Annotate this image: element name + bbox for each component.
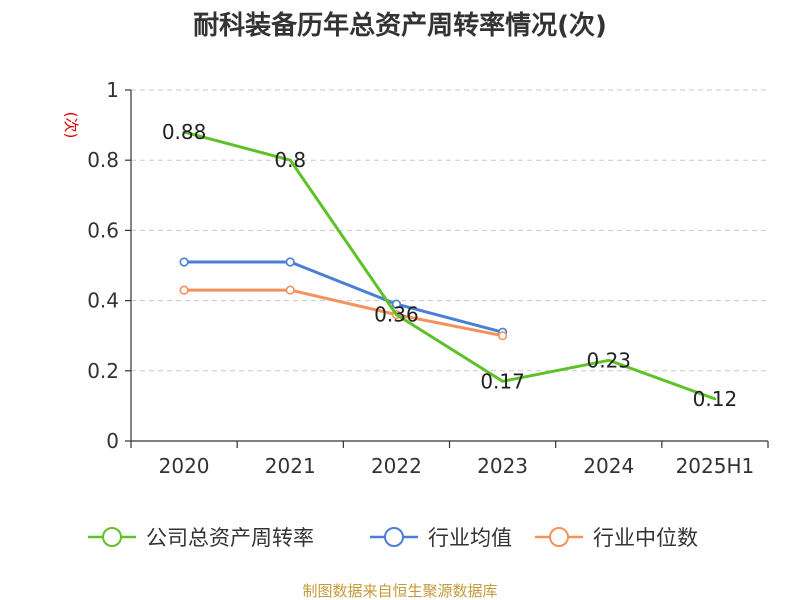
x-tick-label: 2024	[583, 454, 634, 478]
series-group	[179, 130, 717, 401]
legend: 公司总资产周转率 行业均值 行业中位数	[88, 526, 698, 550]
source-note: 制图数据来自恒生聚源数据库	[302, 582, 497, 600]
legend-marker	[549, 527, 569, 547]
legend-marker	[102, 527, 122, 547]
y-tick-label: 0.2	[87, 359, 119, 383]
x-tick-label: 2020	[159, 454, 210, 478]
data-label: 0.88	[162, 120, 207, 144]
legend-item[interactable]: 行业均值	[370, 526, 512, 550]
chart-title: 耐科装备历年总资产周转率情况(次)	[193, 10, 607, 41]
data-label: 0.12	[693, 387, 738, 411]
data-label: 0.23	[586, 348, 631, 372]
x-tick-label: 2022	[371, 454, 422, 478]
legend-label: 公司总资产周转率	[146, 526, 314, 550]
x-tick-label: 2021	[265, 454, 316, 478]
legend-item[interactable]: 公司总资产周转率	[88, 526, 314, 550]
data-label: 0.8	[274, 148, 306, 172]
y-axis-unit: (次)	[62, 112, 80, 139]
series-point-1	[391, 299, 402, 309]
legend-marker	[384, 527, 404, 547]
y-tick-label: 0.4	[87, 289, 119, 313]
data-label: 0.36	[374, 303, 419, 327]
y-tick-label: 0.8	[87, 148, 119, 172]
series-line-0	[182, 130, 717, 401]
series-point-1	[179, 257, 189, 267]
series-point-2	[497, 331, 508, 341]
series-line-2	[182, 288, 505, 338]
y-tick-label: 1	[106, 78, 119, 102]
series-line-1	[182, 260, 505, 334]
legend-item[interactable]: 行业中位数	[535, 526, 698, 550]
x-tick-label: 2025H1	[676, 454, 755, 478]
legend-label: 行业均值	[428, 526, 512, 550]
series-point-1	[285, 257, 295, 267]
y-tick-label: 0.6	[87, 218, 119, 242]
legend-label: 行业中位数	[593, 526, 698, 550]
axes: 0 0.2 0.4 0.6 0.8 1 2020 2021 2022 2023 2024 2025H1	[87, 78, 769, 478]
x-tick-label: 2023	[477, 454, 528, 478]
data-label: 0.17	[480, 369, 525, 393]
series-point-2	[285, 285, 295, 295]
data-labels: 0.88 0.8 0.36 0.17 0.23 0.12	[162, 120, 737, 411]
series-point-2	[179, 285, 189, 295]
grid	[131, 89, 768, 372]
y-tick-label: 0	[106, 429, 119, 453]
